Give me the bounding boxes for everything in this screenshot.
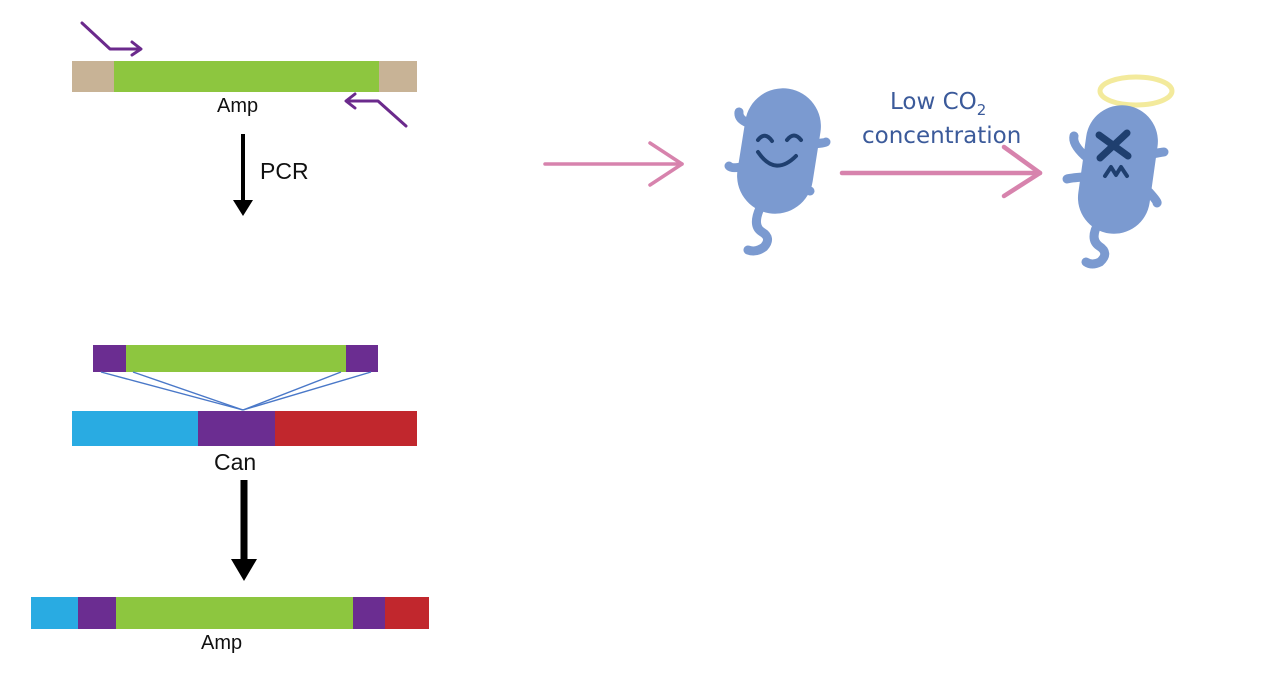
product-right-homology-arm [346, 345, 378, 372]
result-left-blue [31, 597, 78, 629]
pcr-step-arrow [233, 134, 253, 216]
forward-primer-arrow-icon [80, 21, 143, 57]
knockout-result-construct [31, 597, 429, 629]
result-amp-label: Amp [201, 632, 242, 654]
product-left-homology-arm [93, 345, 126, 372]
can-label: Can [214, 449, 256, 475]
pink-arrow-to-cell [543, 141, 684, 187]
halo-icon [1097, 74, 1175, 108]
amp-gene-segment [114, 61, 379, 92]
amp-pcr-template [72, 61, 417, 92]
condition-label-line2: concentration [862, 123, 1021, 149]
can-right-region [275, 411, 417, 446]
amp-label: Amp [217, 95, 258, 117]
amp-left-flank [72, 61, 114, 92]
result-amp-segment [116, 597, 353, 629]
reverse-primer-arrow-icon [344, 92, 408, 128]
pcr-product [93, 345, 378, 372]
condition-label-line1: Low CO2 [890, 89, 986, 119]
result-left-purple [78, 597, 116, 629]
amp-right-flank [379, 61, 417, 92]
result-right-purple [353, 597, 385, 629]
pcr-label: PCR [260, 158, 309, 184]
recombination-step-arrow [231, 480, 257, 581]
homologous-recombination-lines [100, 371, 372, 411]
dead-bacterium-with-halo-icon [1062, 74, 1175, 269]
can-target-region [198, 411, 275, 446]
can-left-region [72, 411, 198, 446]
happy-bacterium-icon [724, 88, 831, 256]
product-amp-segment [126, 345, 346, 372]
can-genomic-locus [72, 411, 417, 446]
pink-arrow-condition [839, 144, 1043, 199]
result-right-red [385, 597, 429, 629]
